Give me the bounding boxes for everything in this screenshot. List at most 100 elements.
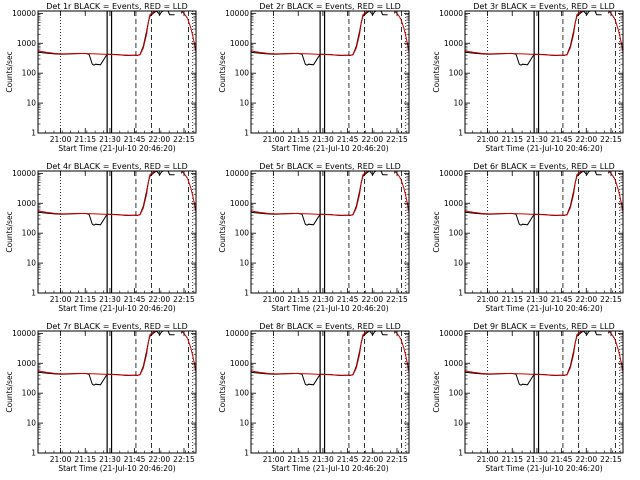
lld-line (250, 170, 410, 216)
y-tick-label: 1000 (230, 199, 249, 208)
y-tick-label: 1000 (230, 359, 249, 368)
events-line (594, 170, 602, 176)
y-axis-label: Counts/sec (432, 211, 441, 252)
plot-frame (250, 10, 410, 134)
y-tick-label: 10 (453, 259, 463, 268)
x-tick-label: 22:15 (600, 135, 622, 144)
y-axis-label: Counts/sec (432, 51, 441, 92)
x-axis-label: Start Time (21-Jul-10 20:46:20) (58, 464, 175, 473)
panel-title: Det 1r BLACK = Events, RED = LLD (46, 2, 188, 11)
panel-6: Det 6r BLACK = Events, RED = LLD 1 10 100 10… (432, 162, 624, 313)
x-tick-label: 21:00 (263, 455, 285, 464)
panel-7: Det 7r BLACK = Events, RED = LLD 1 10 100 10… (5, 322, 197, 473)
x-tick-label: 22:00 (361, 295, 383, 304)
x-tick-label: 21:15 (501, 455, 523, 464)
x-axis-label: Start Time (21-Jul-10 20:46:20) (271, 304, 388, 313)
x-tick-label: 22:15 (600, 455, 622, 464)
y-tick-label: 10 (26, 419, 36, 428)
y-tick-label: 1000 (17, 199, 36, 208)
y-axis-label: Counts/sec (5, 211, 14, 252)
x-axis-label: Start Time (21-Jul-10 20:46:20) (485, 464, 602, 473)
x-tick-label: 21:30 (526, 455, 548, 464)
y-tick-label: 100 (449, 69, 464, 78)
panel-title: Det 4r BLACK = Events, RED = LLD (46, 162, 188, 171)
events-line (250, 330, 377, 386)
y-tick-label: 10 (26, 99, 36, 108)
y-tick-label: 100 (235, 229, 250, 238)
x-tick-label: 21:00 (263, 295, 285, 304)
x-tick-label: 21:45 (337, 455, 359, 464)
x-tick-label: 21:00 (477, 295, 499, 304)
y-tick-label: 10000 (439, 329, 463, 338)
plot-frame (464, 10, 624, 134)
y-tick-label: 10000 (439, 169, 463, 178)
x-tick-label: 21:45 (337, 135, 359, 144)
y-axis-label: Counts/sec (218, 371, 227, 412)
y-tick-label: 10000 (439, 9, 463, 18)
panel-title: Det 9r BLACK = Events, RED = LLD (473, 322, 615, 331)
panel-title: Det 8r BLACK = Events, RED = LLD (259, 322, 401, 331)
y-axis-label: Counts/sec (432, 371, 441, 412)
events-line (380, 10, 388, 16)
x-tick-label: 21:00 (50, 455, 72, 464)
y-tick-label: 10 (239, 99, 249, 108)
y-tick-label: 10 (239, 419, 249, 428)
x-tick-label: 21:15 (501, 295, 523, 304)
panel-9: Det 9r BLACK = Events, RED = LLD 1 10 100 10… (432, 322, 624, 473)
x-tick-label: 22:15 (600, 295, 622, 304)
y-tick-label: 100 (22, 389, 37, 398)
panel-2: Det 2r BLACK = Events, RED = LLD 1 10 100 10… (218, 2, 410, 153)
panel-title: Det 7r BLACK = Events, RED = LLD (46, 322, 188, 331)
x-tick-label: 21:15 (287, 455, 309, 464)
panel-8: Det 8r BLACK = Events, RED = LLD 1 10 100 10… (218, 322, 410, 473)
x-tick-label: 22:15 (173, 135, 195, 144)
y-tick-label: 10 (239, 259, 249, 268)
x-tick-label: 21:30 (99, 455, 121, 464)
x-tick-label: 22:00 (361, 135, 383, 144)
x-axis-label: Start Time (21-Jul-10 20:46:20) (485, 144, 602, 153)
x-axis-label: Start Time (21-Jul-10 20:46:20) (485, 304, 602, 313)
lld-line (37, 10, 197, 56)
x-tick-label: 21:15 (74, 455, 96, 464)
events-line (167, 10, 175, 16)
lld-line (250, 10, 410, 56)
lld-line (464, 10, 624, 56)
lld-line (464, 170, 624, 216)
x-tick-label: 22:15 (173, 455, 195, 464)
events-line (37, 330, 164, 386)
plot-frame (250, 330, 410, 454)
y-tick-label: 1000 (17, 359, 36, 368)
x-tick-label: 21:45 (551, 135, 573, 144)
y-tick-label: 1 (31, 129, 36, 138)
x-tick-label: 22:15 (173, 295, 195, 304)
y-tick-label: 1 (458, 449, 463, 458)
x-tick-label: 21:00 (477, 455, 499, 464)
plot-frame (37, 170, 197, 294)
x-tick-label: 21:00 (50, 135, 72, 144)
x-tick-label: 21:15 (287, 295, 309, 304)
y-tick-label: 10000 (225, 9, 249, 18)
plot-frame (250, 170, 410, 294)
panel-title: Det 3r BLACK = Events, RED = LLD (473, 2, 615, 11)
x-tick-label: 22:00 (148, 295, 170, 304)
y-tick-label: 10 (453, 99, 463, 108)
y-tick-label: 1000 (230, 39, 249, 48)
plot-frame (464, 170, 624, 294)
x-tick-label: 21:30 (312, 295, 334, 304)
panel-1: Det 1r BLACK = Events, RED = LLD 1 10 100 10… (5, 2, 197, 153)
x-axis-label: Start Time (21-Jul-10 20:46:20) (58, 144, 175, 153)
x-tick-label: 21:15 (287, 135, 309, 144)
y-tick-label: 100 (235, 69, 250, 78)
x-tick-label: 22:00 (361, 455, 383, 464)
x-tick-label: 21:30 (312, 455, 334, 464)
y-tick-label: 1000 (444, 359, 463, 368)
panel-title: Det 5r BLACK = Events, RED = LLD (259, 162, 401, 171)
x-axis-label: Start Time (21-Jul-10 20:46:20) (271, 144, 388, 153)
y-tick-label: 100 (449, 389, 464, 398)
events-line (167, 330, 175, 336)
x-axis-label: Start Time (21-Jul-10 20:46:20) (58, 304, 175, 313)
y-tick-label: 10000 (225, 329, 249, 338)
x-tick-label: 21:45 (124, 455, 146, 464)
x-tick-label: 22:00 (575, 455, 597, 464)
